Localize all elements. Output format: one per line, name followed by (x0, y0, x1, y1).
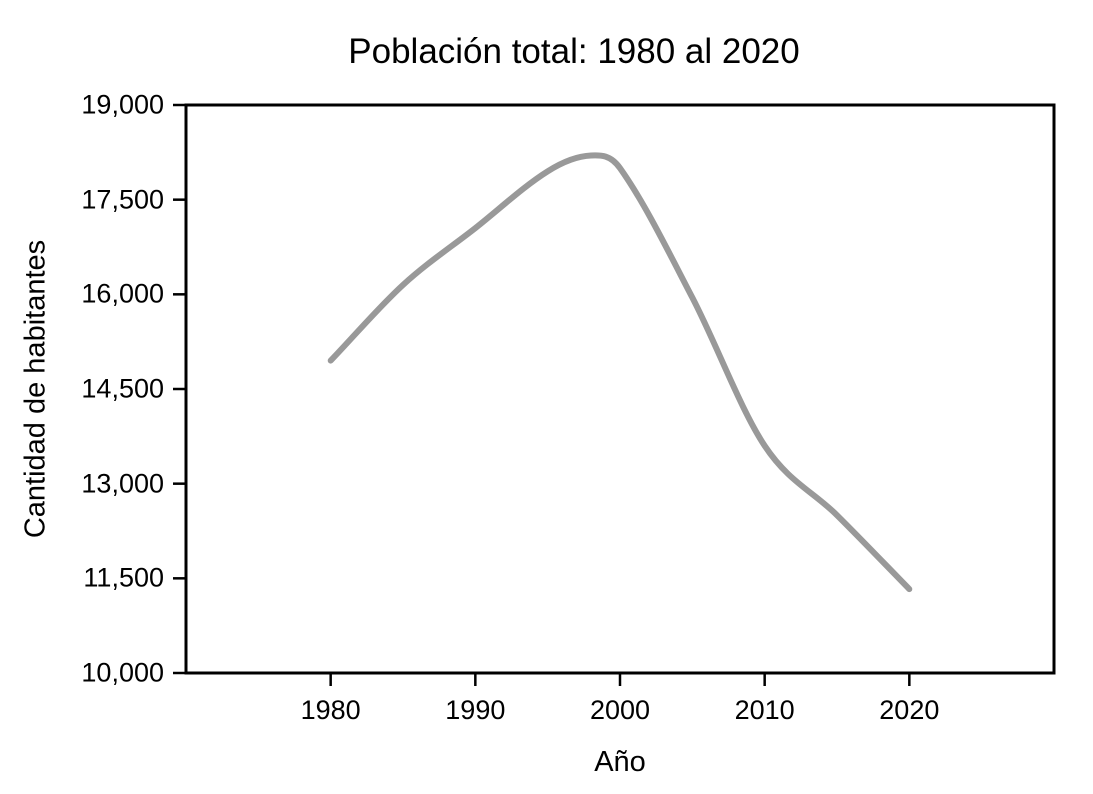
y-tick-label: 16,000 (81, 278, 164, 309)
y-tick-label: 17,500 (81, 184, 164, 215)
y-tick-label: 11,500 (83, 562, 164, 593)
x-tick-label: 2020 (879, 695, 940, 725)
x-tick-label: 2000 (589, 695, 651, 725)
y-tick-label: 14,500 (81, 373, 164, 404)
x-tick-label: 1990 (445, 695, 506, 725)
y-tick-label: 19,000 (81, 89, 164, 120)
y-tick-label: 10,000 (81, 657, 164, 688)
chart-title: Población total: 1980 al 2020 (348, 32, 800, 71)
plot-border (184, 103, 1056, 675)
y-tick-label: 13,000 (81, 468, 164, 499)
x-tick-label: 2010 (734, 695, 795, 725)
population-line (327, 152, 913, 593)
x-axis-label: Año (594, 746, 646, 778)
x-tick-label: 1980 (300, 695, 361, 725)
